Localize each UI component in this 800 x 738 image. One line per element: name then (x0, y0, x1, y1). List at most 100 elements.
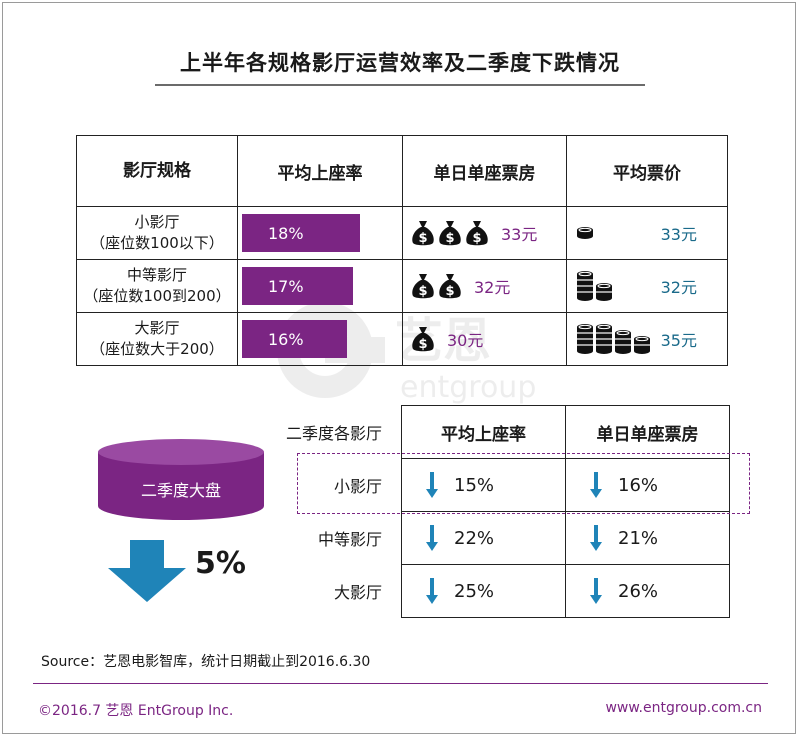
header-occupancy: 平均上座率 (401, 405, 566, 459)
box-office-drop-cell: 21% (565, 511, 730, 565)
table-row: 中等影厅 （座位数100到200） 17% $ $32元 32元 (76, 259, 728, 313)
money-bag-icons: $ $ $ (411, 219, 489, 247)
ticket-price-value: 32元 (660, 278, 697, 297)
coin-stack-icon (596, 283, 612, 301)
svg-text:$: $ (472, 231, 481, 246)
source-note: Source：艺恩电影智库，统计日期截止到2016.6.30 (41, 654, 371, 670)
hall-name: 小影厅 (134, 213, 180, 231)
hall-name-cell: 大影厅 （座位数大于200） (76, 312, 238, 366)
svg-text:$: $ (418, 231, 427, 246)
svg-text:$: $ (445, 284, 454, 299)
occupancy-drop-value: 22% (454, 527, 495, 549)
footer-divider (33, 683, 768, 684)
table-header-row: 影厅规格 平均上座率 单日单座票房 平均票价 (76, 135, 728, 207)
q2-row-label: 大影厅 (333, 583, 382, 602)
money-bag-icons: $ $ (411, 272, 462, 300)
box-office-value: 33元 (501, 225, 538, 244)
occupancy-drop-value: 15% (454, 474, 495, 496)
svg-text:$: $ (418, 337, 427, 352)
hall-name-cell: 小影厅 （座位数100以下） (76, 206, 238, 260)
down-arrow-icon (590, 472, 602, 498)
q2-row-label: 小影厅 (333, 477, 382, 496)
coin-stack-icon (577, 324, 593, 354)
money-bag-icon: $ (439, 274, 461, 299)
hall-name: 大影厅 (134, 319, 180, 337)
coin-stack-icons (577, 324, 650, 354)
occupancy-bar: 16% (242, 320, 347, 358)
occupancy-bar: 18% (242, 214, 360, 252)
occupancy-cell: 18% (237, 206, 403, 260)
box-office-value: 32元 (474, 278, 511, 297)
table-row: 15% 16% (401, 458, 730, 512)
coin-stack-icon (615, 330, 631, 354)
table-row: 22% 21% (401, 511, 730, 565)
svg-text:$: $ (418, 284, 427, 299)
hall-name-cell: 中等影厅 （座位数100到200） (76, 259, 238, 313)
coin-stack-icon (577, 227, 593, 239)
box-office-cell: $ $ $33元 (402, 206, 567, 260)
down-arrow-icon (426, 578, 438, 604)
market-cylinder: 二季度大盘 (98, 439, 264, 520)
money-bag-icon: $ (412, 274, 434, 299)
coin-stack-icon (634, 336, 650, 354)
ticket-price-cell: 35元 (566, 312, 728, 366)
occupancy-drop-cell: 25% (401, 564, 566, 618)
down-arrow-icon (590, 525, 602, 551)
header-box-office: 单日单座票房 (565, 405, 730, 459)
money-bag-icons: $ (411, 325, 435, 353)
box-office-drop-value: 16% (618, 474, 659, 496)
down-arrow-icon (590, 578, 602, 604)
occupancy-cell: 16% (237, 312, 403, 366)
coin-stack-icon (596, 324, 612, 354)
box-office-drop-cell: 26% (565, 564, 730, 618)
table-row: 25% 26% (401, 564, 730, 618)
money-bag-icon: $ (439, 221, 461, 246)
ticket-price-value: 33元 (660, 225, 697, 244)
header-hall-spec: 影厅规格 (76, 135, 238, 207)
header-occupancy: 平均上座率 (237, 135, 403, 207)
table-header-row: 平均上座率 单日单座票房 (401, 405, 730, 459)
q2-decline-table: 平均上座率 单日单座票房 15% 16% 22% 21% 25% 26% (401, 405, 730, 618)
q2-row-label: 中等影厅 (317, 530, 382, 549)
box-office-cell: $ $32元 (402, 259, 567, 313)
box-office-drop-value: 21% (618, 527, 659, 549)
market-change: 5% (195, 546, 246, 581)
chart-title: 上半年各规格影厅运营效率及二季度下跌情况 (180, 51, 620, 75)
arrow-down-icon (108, 540, 186, 602)
hall-capacity: （座位数100到200） (83, 287, 231, 305)
money-bag-icon: $ (466, 221, 488, 246)
title-underline (155, 84, 645, 86)
hall-name: 中等影厅 (126, 266, 187, 284)
money-bag-icon: $ (412, 221, 434, 246)
hall-efficiency-table: 影厅规格 平均上座率 单日单座票房 平均票价 小影厅 （座位数100以下） 18%… (76, 135, 728, 366)
down-arrow-icon (426, 525, 438, 551)
svg-text:$: $ (445, 231, 454, 246)
coin-stack-icons (577, 227, 593, 239)
occupancy-bar: 17% (242, 267, 353, 305)
coin-stack-icon (577, 271, 593, 301)
table-row: 大影厅 （座位数大于200） 16% $30元 35元 (76, 312, 728, 366)
occupancy-drop-value: 25% (454, 580, 495, 602)
box-office-value: 30元 (447, 331, 484, 350)
footer-website: www.entgroup.com.cn (605, 700, 762, 716)
hall-capacity: （座位数大于200） (90, 340, 224, 358)
occupancy-drop-cell: 22% (401, 511, 566, 565)
ticket-price-cell: 33元 (566, 206, 728, 260)
coin-stack-icons (577, 271, 612, 301)
table-row: 小影厅 （座位数100以下） 18% $ $ $33元 33元 (76, 206, 728, 260)
q2-row-header: 二季度各影厅 (285, 424, 382, 443)
footer-copyright: ©2016.7 艺恩 EntGroup Inc. (38, 703, 234, 719)
small-hall-highlight (297, 453, 750, 514)
ticket-price-cell: 32元 (566, 259, 728, 313)
box-office-cell: $30元 (402, 312, 567, 366)
market-label: 二季度大盘 (141, 481, 221, 500)
occupancy-cell: 17% (237, 259, 403, 313)
hall-capacity: （座位数100以下） (90, 234, 224, 252)
box-office-drop-value: 26% (618, 580, 659, 602)
box-office-drop-cell: 16% (565, 458, 730, 512)
header-ticket-price: 平均票价 (566, 135, 728, 207)
down-arrow-icon (426, 472, 438, 498)
money-bag-icon: $ (412, 327, 434, 352)
header-box-office: 单日单座票房 (402, 135, 567, 207)
